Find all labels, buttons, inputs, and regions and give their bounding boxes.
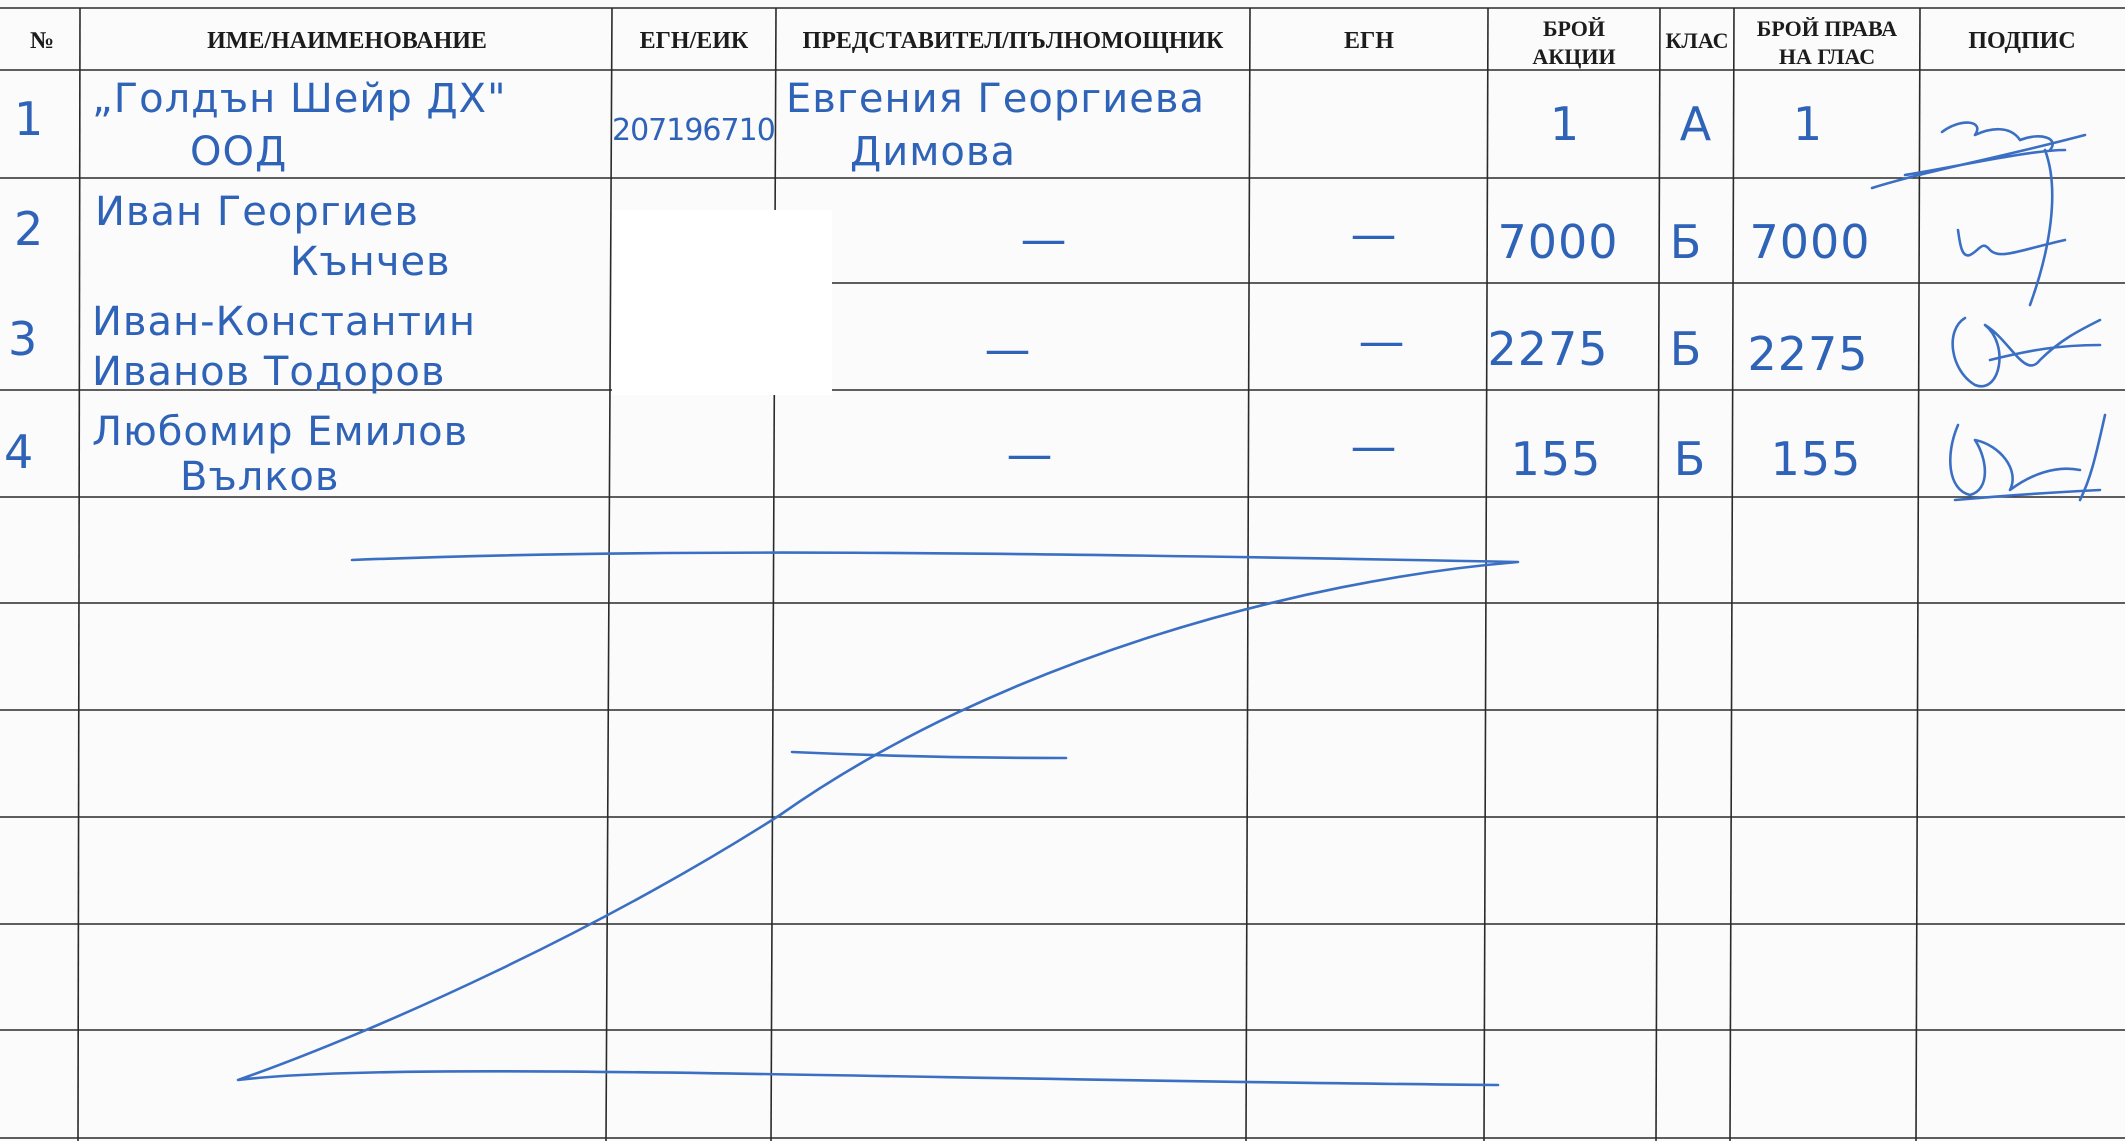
table-row: 4 Любомир Емилов Вълков — — 155 Б 155 [4,409,1862,500]
row-number: 1 [14,92,44,146]
name-line2: Кънчев [290,239,451,285]
table-row: 1 „Голдън Шейр ДХ" ООД 207196710 Евгения… [14,76,1823,175]
name-line2: Иванов Тодоров [92,349,445,395]
egn-dash: — [1359,314,1406,368]
signature-row-1 [1870,121,2087,190]
shares-value: 2275 [1487,322,1608,376]
votes-value: 1 [1793,97,1823,151]
header-no: № [30,28,54,54]
signature-row-3 [1951,316,2102,388]
header-class: КЛАС [1665,28,1728,53]
redaction-block [612,210,832,395]
class-value: Б [1670,322,1703,376]
name-line1: Любомир Емилов [92,409,468,455]
egn-dash: — [1351,419,1398,473]
header-shares-line2: АКЦИИ [1532,44,1615,69]
votes-value: 2275 [1747,327,1868,381]
class-value: Б [1670,215,1703,269]
votes-value: 155 [1771,432,1862,486]
header-votes-line1: БРОЙ ПРАВА [1757,16,1897,41]
header-egn: ЕГН [1344,28,1394,54]
header-votes-line2: НА ГЛАС [1779,44,1875,69]
shares-value: 7000 [1497,215,1618,269]
row-number: 4 [4,425,34,479]
representative-line1: Евгения Георгиева [786,76,1205,122]
representative-dash: — [1021,212,1068,266]
header-name: ИМЕ/НАИМЕНОВАНИЕ [207,28,487,54]
row-number: 3 [8,312,38,366]
name-line2: ООД [190,129,287,175]
egn-eik-value: 207196710 [612,113,775,148]
signature-row-4 [1948,413,2107,502]
votes-value: 7000 [1749,215,1870,269]
header-representative: ПРЕДСТАВИТЕЛ/ПЪЛНОМОЩНИК [803,28,1225,54]
representative-dash: — [1007,427,1054,481]
row-number: 2 [14,202,44,256]
class-value: Б [1674,432,1707,486]
table-grid [0,7,2125,1141]
class-value: А [1680,97,1712,151]
table-row: 2 Иван Георгиев Кънчев — — 7000 Б 7000 [14,189,1870,285]
table-header: № ИМЕ/НАИМЕНОВАНИЕ ЕГН/ЕИК ПРЕДСТАВИТЕЛ/… [30,16,2076,69]
cancellation-line [790,750,1068,760]
representative-dash: — [985,322,1032,376]
shares-value: 1 [1550,97,1580,151]
egn-dash: — [1351,207,1398,261]
signature-row-2 [1956,148,2067,307]
name-line1: Иван Георгиев [95,189,419,235]
header-shares-line1: БРОЙ [1543,16,1605,41]
shares-value: 155 [1511,432,1602,486]
table-row: 3 Иван-Константин Иванов Тодоров — — 227… [8,299,1868,395]
name-line1: Иван-Константин [92,299,476,345]
header-signature: ПОДПИС [1968,28,2075,54]
representative-line2: Димова [850,129,1016,175]
header-egn-eik: ЕГН/ЕИК [640,28,749,54]
name-line2: Вълков [180,454,339,500]
cancellation-line [236,551,1520,1087]
name-line1: „Голдън Шейр ДХ" [92,76,506,122]
